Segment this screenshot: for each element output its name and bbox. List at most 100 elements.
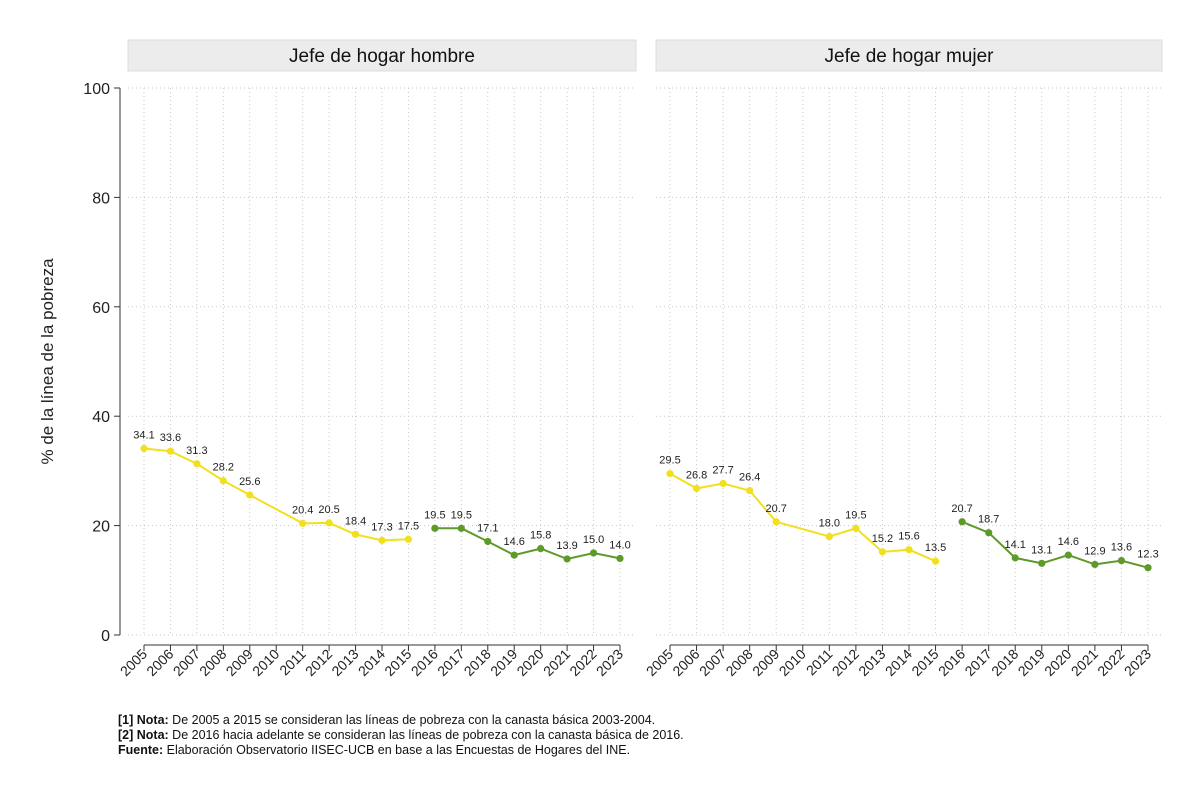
data-label: 20.5 bbox=[318, 504, 339, 516]
data-point bbox=[1144, 564, 1152, 572]
data-label: 17.3 bbox=[371, 521, 392, 533]
data-label: 19.5 bbox=[424, 509, 445, 521]
x-tick-label: 2022 bbox=[566, 646, 599, 679]
y-tick-label: 0 bbox=[101, 628, 110, 645]
data-label: 18.0 bbox=[819, 518, 840, 530]
data-label: 26.4 bbox=[739, 472, 760, 484]
data-point bbox=[666, 470, 674, 478]
x-tick-label: 2013 bbox=[328, 646, 361, 679]
data-point bbox=[1064, 551, 1072, 559]
data-point bbox=[510, 551, 518, 559]
data-label: 28.2 bbox=[213, 462, 234, 474]
data-point bbox=[563, 555, 571, 563]
y-tick-label: 40 bbox=[92, 409, 110, 426]
data-label: 18.4 bbox=[345, 515, 366, 527]
poverty-line-chart: % de la línea de la pobreza 0 20 40 60 80 100 J… bbox=[38, 39, 1163, 679]
data-point bbox=[193, 460, 201, 468]
x-tick-label: 2023 bbox=[593, 646, 626, 679]
x-tick-label: 2005 bbox=[117, 646, 150, 679]
x-tick-label: 2014 bbox=[882, 646, 915, 679]
x-tick-label: 2017 bbox=[961, 646, 994, 679]
data-label: 14.6 bbox=[1058, 536, 1079, 548]
panel-header bbox=[127, 39, 637, 72]
x-tick-label: 2016 bbox=[408, 646, 441, 679]
data-point bbox=[404, 535, 413, 543]
data-point bbox=[958, 518, 966, 526]
data-label: 13.6 bbox=[1111, 542, 1132, 554]
source-note: Fuente: Elaboración Observatorio IISEC-U… bbox=[118, 743, 684, 758]
data-label: 19.5 bbox=[451, 509, 472, 521]
x-tick-label: 2014 bbox=[355, 646, 388, 679]
y-tick-label: 100 bbox=[83, 81, 110, 98]
data-point bbox=[1038, 559, 1046, 567]
y-axis-title: % de la línea de la pobreza bbox=[38, 258, 57, 465]
data-point bbox=[772, 518, 780, 526]
data-label: 26.8 bbox=[686, 469, 707, 481]
data-label: 31.3 bbox=[186, 445, 207, 457]
y-tick-label: 80 bbox=[92, 190, 110, 207]
data-point bbox=[746, 486, 754, 495]
data-point bbox=[1011, 554, 1019, 562]
data-label: 20.7 bbox=[766, 503, 787, 515]
note-1-text: De 2005 a 2015 se consideran las líneas … bbox=[168, 713, 656, 727]
data-label: 14.6 bbox=[504, 536, 525, 548]
series-line-canasta_2016 bbox=[434, 527, 621, 561]
source-text: Elaboración Observatorio IISEC-UCB en ba… bbox=[163, 743, 631, 757]
x-tick-label: 2006 bbox=[143, 646, 176, 679]
panel-title: Jefe de hogar mujer bbox=[825, 46, 995, 67]
x-tick-label: 2017 bbox=[434, 646, 467, 679]
note-1-label: [1] Nota: bbox=[118, 713, 169, 727]
note-1: [1] Nota: De 2005 a 2015 se consideran l… bbox=[118, 713, 684, 728]
data-point bbox=[219, 477, 227, 485]
x-tick-label: 2016 bbox=[935, 646, 968, 679]
chart-notes: [1] Nota: De 2005 a 2015 se consideran l… bbox=[118, 713, 684, 758]
data-label: 13.9 bbox=[556, 540, 577, 552]
data-label: 13.5 bbox=[925, 542, 946, 554]
note-2: [2] Nota: De 2016 hacia adelante se cons… bbox=[118, 728, 684, 743]
panel-header bbox=[655, 39, 1163, 72]
y-tick-label: 60 bbox=[92, 300, 110, 317]
data-point bbox=[905, 546, 913, 554]
data-point bbox=[246, 491, 254, 499]
data-label: 15.6 bbox=[898, 531, 919, 543]
data-point bbox=[378, 536, 386, 544]
data-label: 20.4 bbox=[292, 504, 313, 516]
data-label: 13.1 bbox=[1031, 544, 1052, 556]
data-point bbox=[825, 532, 833, 541]
x-tick-label: 2010 bbox=[249, 646, 282, 679]
x-tick-label: 2019 bbox=[487, 646, 520, 679]
x-tick-label: 2021 bbox=[1068, 646, 1101, 679]
data-point bbox=[325, 519, 333, 527]
data-label: 27.7 bbox=[712, 464, 733, 476]
data-label: 19.5 bbox=[845, 509, 866, 521]
note-2-text: De 2016 hacia adelante se consideran las… bbox=[168, 728, 684, 742]
series-line-canasta_2016 bbox=[961, 520, 1149, 569]
x-tick-label: 2007 bbox=[170, 646, 203, 679]
data-point bbox=[852, 524, 860, 532]
data-label: 25.6 bbox=[239, 476, 260, 488]
data-point bbox=[140, 444, 148, 453]
x-tick-label: 2012 bbox=[302, 646, 335, 679]
x-tick-label: 2013 bbox=[855, 646, 888, 679]
series-line-canasta_2003_2004 bbox=[669, 472, 936, 563]
x-tick-label: 2020 bbox=[513, 646, 546, 679]
data-label: 14.0 bbox=[609, 539, 630, 551]
data-label: 18.7 bbox=[978, 514, 999, 526]
data-label: 17.1 bbox=[477, 522, 498, 534]
data-label: 15.0 bbox=[583, 534, 604, 546]
x-tick-label: 2018 bbox=[461, 646, 494, 679]
data-label: 12.9 bbox=[1084, 545, 1105, 557]
x-tick-label: 2008 bbox=[722, 646, 755, 679]
x-tick-label: 2009 bbox=[223, 646, 256, 679]
data-point bbox=[351, 530, 360, 538]
data-label: 15.2 bbox=[872, 533, 893, 545]
x-tick-label: 2015 bbox=[381, 646, 414, 679]
data-point bbox=[431, 524, 439, 532]
data-point bbox=[457, 524, 465, 532]
data-label: 20.7 bbox=[951, 503, 972, 515]
data-point bbox=[616, 554, 624, 563]
x-tick-label: 2007 bbox=[696, 646, 729, 679]
x-tick-label: 2020 bbox=[1041, 646, 1074, 679]
x-tick-label: 2012 bbox=[829, 646, 862, 679]
x-tick-label: 2015 bbox=[908, 646, 941, 679]
